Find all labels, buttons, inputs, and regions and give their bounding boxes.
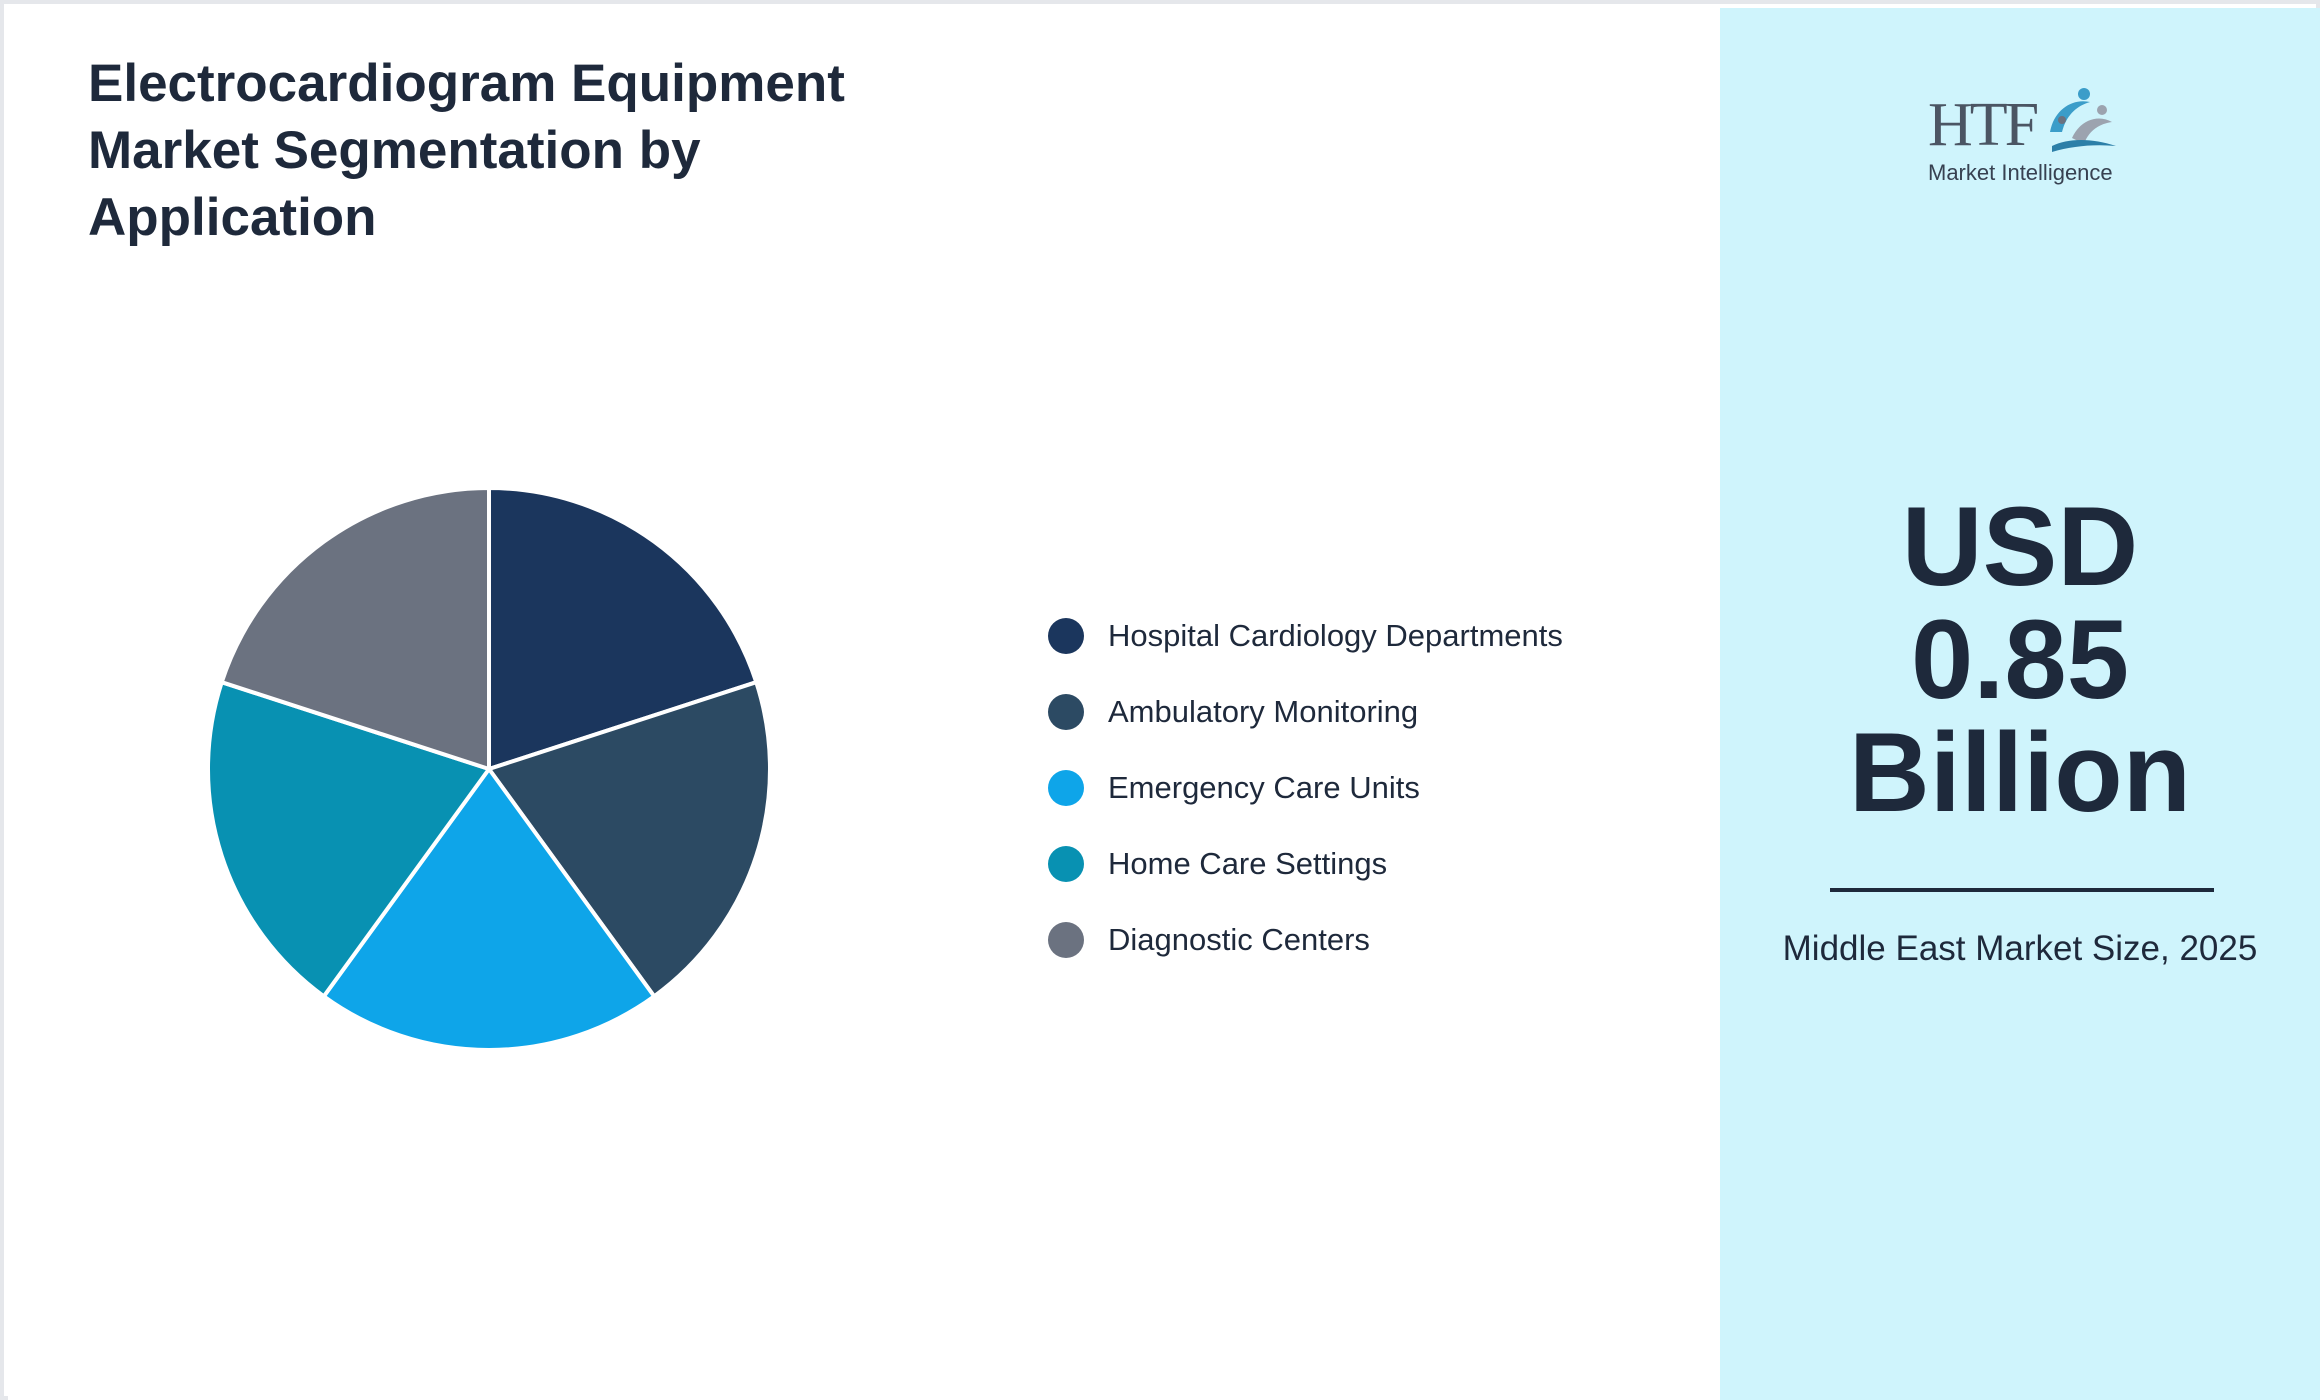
pie-slice-emergency-care-units bbox=[321, 767, 657, 1052]
legend-item: Hospital Cardiology Departments bbox=[1048, 598, 1563, 674]
logo-figures-icon bbox=[2050, 88, 2116, 152]
chart-title: Electrocardiogram Equipment Market Segme… bbox=[88, 54, 845, 247]
logo-wordmark: HTF bbox=[1928, 91, 2039, 159]
legend-label: Hospital Cardiology Departments bbox=[1108, 618, 1563, 653]
htf-logo: HTF Market Intelligence bbox=[1920, 80, 2120, 200]
legend-swatch bbox=[1048, 770, 1084, 806]
market-size-value: USD 0.85 Billion bbox=[1720, 490, 2320, 829]
legend-item: Ambulatory Monitoring bbox=[1048, 674, 1563, 750]
pie-slice-diagnostic-centers bbox=[219, 486, 491, 771]
divider bbox=[1830, 888, 2214, 892]
legend-label: Diagnostic Centers bbox=[1108, 922, 1370, 957]
legend-label: Home Care Settings bbox=[1108, 846, 1388, 881]
legend-label: Ambulatory Monitoring bbox=[1108, 694, 1419, 729]
legend-item: Emergency Care Units bbox=[1048, 750, 1563, 826]
pie-chart bbox=[204, 484, 774, 1054]
pie-slice-hospital-cardiology-departments bbox=[487, 486, 759, 771]
chart-panel: Electrocardiogram Equipment Market Segme… bbox=[8, 8, 1720, 1400]
market-size-amount: 0.85 bbox=[1911, 597, 2129, 722]
pie-slice-ambulatory-monitoring bbox=[487, 680, 772, 999]
legend-item: Home Care Settings bbox=[1048, 826, 1563, 902]
logo-subtitle: Market Intelligence bbox=[1928, 160, 2113, 185]
market-size-currency: USD bbox=[1901, 484, 2139, 609]
legend-item: Diagnostic Centers bbox=[1048, 902, 1563, 978]
legend-swatch bbox=[1048, 694, 1084, 730]
pie-slice-home-care-settings bbox=[206, 680, 491, 999]
legend-swatch bbox=[1048, 846, 1084, 882]
market-size-unit: Billion bbox=[1848, 710, 2192, 835]
legend-label: Emergency Care Units bbox=[1108, 770, 1420, 805]
market-size-panel: HTF Market Intelligence USD 0.85 Billion… bbox=[1720, 8, 2320, 1400]
market-size-caption: Middle East Market Size, 2025 bbox=[1782, 929, 2258, 968]
legend-swatch bbox=[1048, 618, 1084, 654]
pie-chart-svg bbox=[206, 486, 772, 1052]
legend-swatch bbox=[1048, 922, 1084, 958]
chart-legend: Hospital Cardiology Departments Ambulato… bbox=[1048, 598, 1563, 978]
